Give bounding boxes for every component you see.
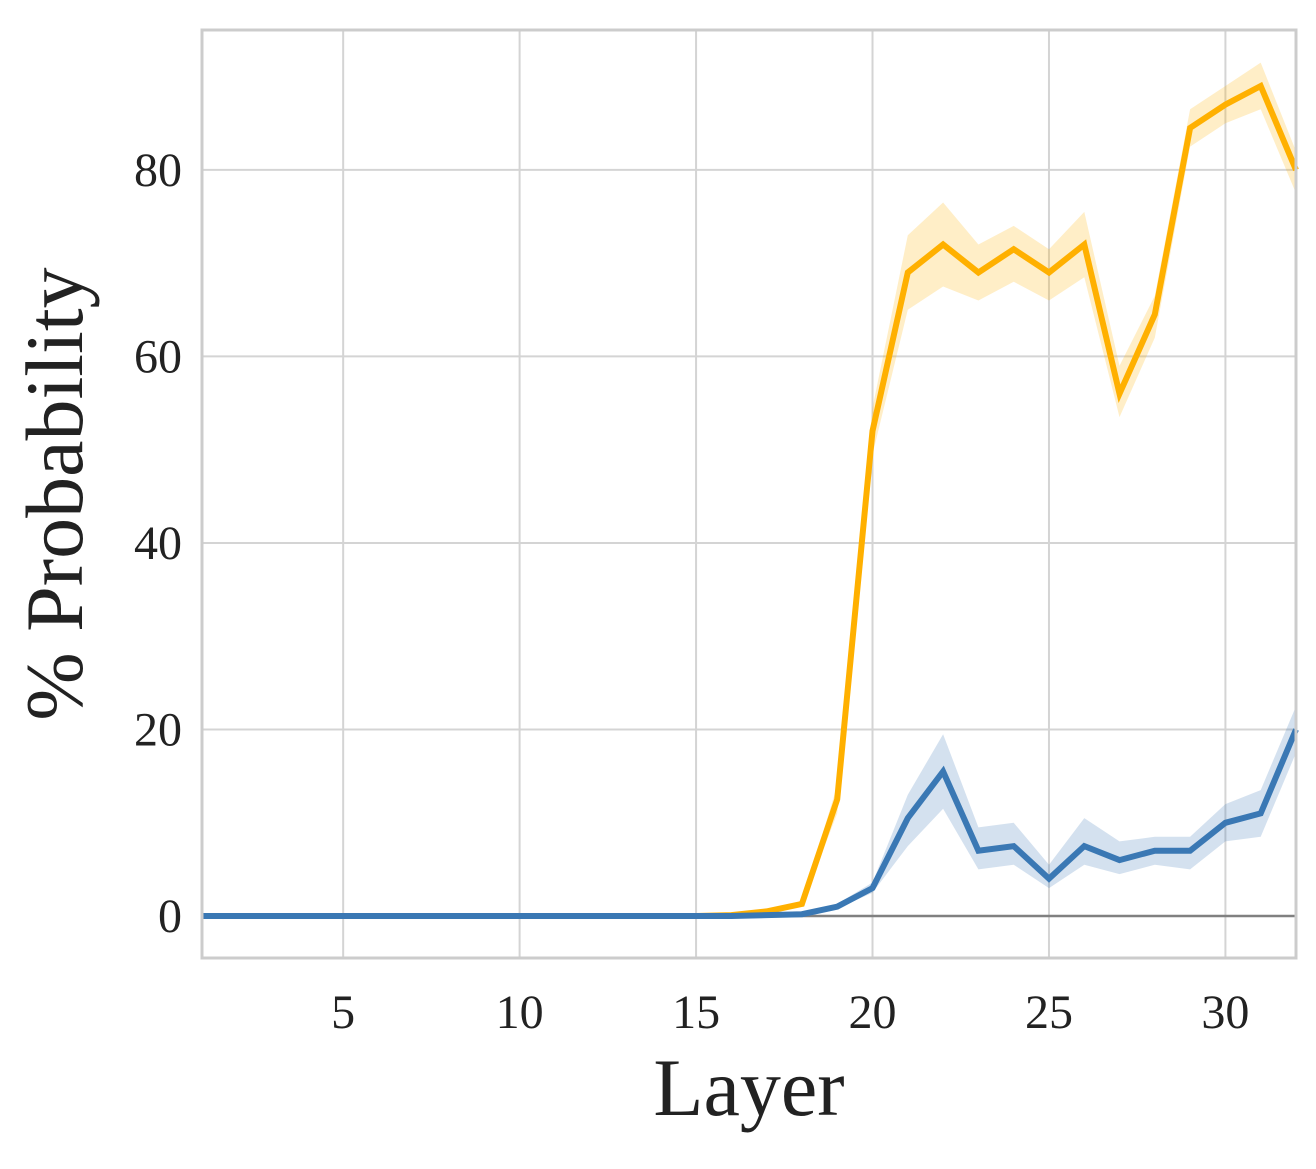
x-tick-labels: 5 10 15 20 25 30 <box>331 986 1249 1039</box>
series-2-point <box>695 915 697 917</box>
series-1-point <box>1189 127 1191 129</box>
series-2-point <box>730 915 732 917</box>
series-2-point <box>554 915 556 917</box>
y-tick-label: 0 <box>158 890 182 943</box>
series-2-point <box>624 915 626 917</box>
series-2-point <box>977 850 979 852</box>
series-1-point <box>907 271 909 273</box>
x-axis-title: Layer <box>653 1042 844 1133</box>
series-2-point <box>483 915 485 917</box>
series-1-point <box>1013 248 1015 250</box>
x-tick-label: 15 <box>672 986 720 1039</box>
series-2-point <box>872 887 874 889</box>
series-2-point <box>519 915 521 917</box>
series-2-point <box>377 915 379 917</box>
series-2-point <box>836 906 838 908</box>
plot-background <box>202 30 1296 958</box>
series-2-point <box>307 915 309 917</box>
series-2-point <box>1048 878 1050 880</box>
series-1-point <box>942 244 944 246</box>
series-2-point <box>589 915 591 917</box>
series-2-point <box>1189 850 1191 852</box>
series-1-point <box>1119 393 1121 395</box>
y-tick-label: 60 <box>134 330 182 383</box>
series-1-point <box>1083 244 1085 246</box>
y-tick-label: 40 <box>134 517 182 570</box>
series-2-point <box>942 770 944 772</box>
series-1-point <box>801 903 803 905</box>
series-1-point <box>1154 313 1156 315</box>
y-tick-label: 20 <box>134 703 182 756</box>
series-1-point <box>1048 271 1050 273</box>
y-axis-title: % Probability <box>9 267 100 720</box>
series-2-band <box>202 706 1296 916</box>
x-tick-label: 5 <box>331 986 355 1039</box>
confidence-bands <box>202 62 1296 917</box>
series-2-point <box>1013 845 1015 847</box>
series-2-point <box>1119 859 1121 861</box>
series-2-point <box>801 913 803 915</box>
series-2-point <box>660 915 662 917</box>
series-1-point <box>836 798 838 800</box>
series-2-point <box>272 915 274 917</box>
series-2-point <box>413 915 415 917</box>
series-2-point <box>1224 822 1226 824</box>
series-1-point <box>872 430 874 432</box>
series-1-band <box>202 62 1296 917</box>
x-tick-label: 30 <box>1201 986 1249 1039</box>
series-2-point <box>766 914 768 916</box>
x-tick-label: 25 <box>1025 986 1073 1039</box>
grid-lines <box>202 30 1296 958</box>
series-1-point <box>1260 85 1262 87</box>
series-1-point <box>1224 104 1226 106</box>
x-tick-label: 10 <box>496 986 544 1039</box>
series-2-point <box>1260 812 1262 814</box>
series-2-point <box>1083 845 1085 847</box>
series-1-point <box>766 910 768 912</box>
y-tick-label: 80 <box>134 144 182 197</box>
series-1-point <box>977 271 979 273</box>
plot-frame <box>200 28 1298 960</box>
series-2-point <box>236 915 238 917</box>
series-2-point <box>1154 850 1156 852</box>
series-2-point <box>907 817 909 819</box>
y-tick-labels: 0 20 40 60 80 <box>134 144 182 943</box>
x-tick-label: 20 <box>849 986 897 1039</box>
series-2-point <box>342 915 344 917</box>
series-2-point <box>448 915 450 917</box>
series-2-line <box>202 728 1299 919</box>
